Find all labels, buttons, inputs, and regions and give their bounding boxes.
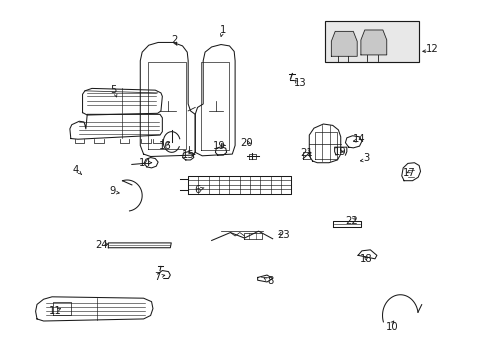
Text: 23: 23 <box>277 230 289 240</box>
Text: 24: 24 <box>95 240 108 249</box>
Text: 9: 9 <box>109 186 115 196</box>
Text: 13: 13 <box>293 78 305 88</box>
Text: 14: 14 <box>352 134 365 144</box>
Text: 16: 16 <box>159 141 172 151</box>
Text: 2: 2 <box>170 35 177 45</box>
Text: 12: 12 <box>425 44 438 54</box>
Text: 19: 19 <box>333 147 346 157</box>
Text: 14: 14 <box>139 158 151 168</box>
Text: 22: 22 <box>345 216 357 226</box>
Text: 15: 15 <box>182 150 194 160</box>
Text: 8: 8 <box>266 276 273 286</box>
Text: 10: 10 <box>385 322 398 332</box>
Bar <box>325 21 418 63</box>
Text: 21: 21 <box>300 148 312 158</box>
Text: 4: 4 <box>72 165 79 175</box>
Text: 11: 11 <box>49 306 61 316</box>
Text: 18: 18 <box>360 255 372 265</box>
Polygon shape <box>360 30 386 55</box>
Text: 1: 1 <box>220 25 226 35</box>
Text: 3: 3 <box>363 153 369 162</box>
Text: 5: 5 <box>110 85 116 95</box>
Text: 20: 20 <box>240 138 253 148</box>
Text: 19: 19 <box>213 141 225 151</box>
Text: 7: 7 <box>154 273 161 283</box>
Polygon shape <box>331 31 356 56</box>
Text: 17: 17 <box>403 168 415 178</box>
Text: 6: 6 <box>194 185 201 195</box>
